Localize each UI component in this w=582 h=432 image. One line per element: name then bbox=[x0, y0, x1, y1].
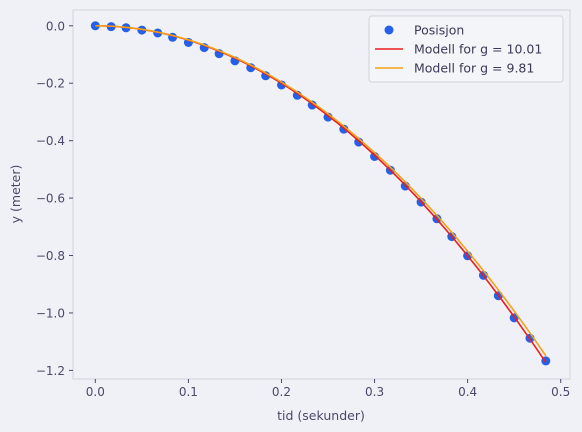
x-tick-label: 0.2 bbox=[272, 385, 291, 399]
x-tick-label: 0.0 bbox=[86, 385, 105, 399]
y-tick-label: −0.6 bbox=[36, 192, 65, 206]
legend-label: Modell for g = 9.81 bbox=[414, 61, 534, 76]
legend-label: Posisjon bbox=[414, 23, 464, 38]
data-point bbox=[90, 21, 100, 31]
y-tick-label: −1.2 bbox=[36, 364, 65, 378]
x-tick-label: 0.1 bbox=[179, 385, 198, 399]
y-tick-label: −0.4 bbox=[36, 134, 65, 148]
x-tick-label: 0.3 bbox=[365, 385, 384, 399]
y-tick-label: −0.2 bbox=[36, 77, 65, 91]
y-tick-label: 0.0 bbox=[46, 19, 65, 33]
legend: Posisjon Modell for g = 10.01 Modell for g… bbox=[368, 15, 564, 83]
y-axis-label: y (meter) bbox=[8, 165, 23, 224]
y-tick-label: −0.8 bbox=[36, 249, 65, 263]
legend-marker bbox=[384, 25, 394, 35]
x-axis-label: tid (sekunder) bbox=[277, 408, 365, 423]
x-tick-label: 0.5 bbox=[551, 385, 570, 399]
legend-label: Modell for g = 10.01 bbox=[414, 42, 542, 57]
x-tick-label: 0.4 bbox=[458, 385, 477, 399]
axes: 0.0 0.1 0.2 0.3 0.4 0.5 0.0 −0.2 −0.4 −0.6 −0.8 −1.… bbox=[36, 19, 570, 399]
data-marks bbox=[90, 21, 551, 366]
y-tick-label: −1.0 bbox=[36, 306, 65, 320]
series-line bbox=[95, 24, 547, 357]
legend-box bbox=[368, 15, 564, 83]
